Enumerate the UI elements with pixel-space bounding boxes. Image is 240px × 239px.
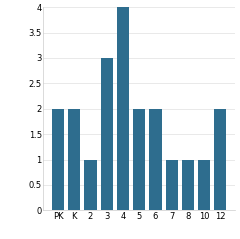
Bar [84,160,96,210]
Bar [101,58,113,210]
Bar [52,109,64,210]
Bar [214,109,227,210]
Bar [133,109,145,210]
Bar [149,109,162,210]
Bar [198,160,210,210]
Bar [117,7,129,210]
Bar [68,109,80,210]
Bar [166,160,178,210]
Bar [182,160,194,210]
